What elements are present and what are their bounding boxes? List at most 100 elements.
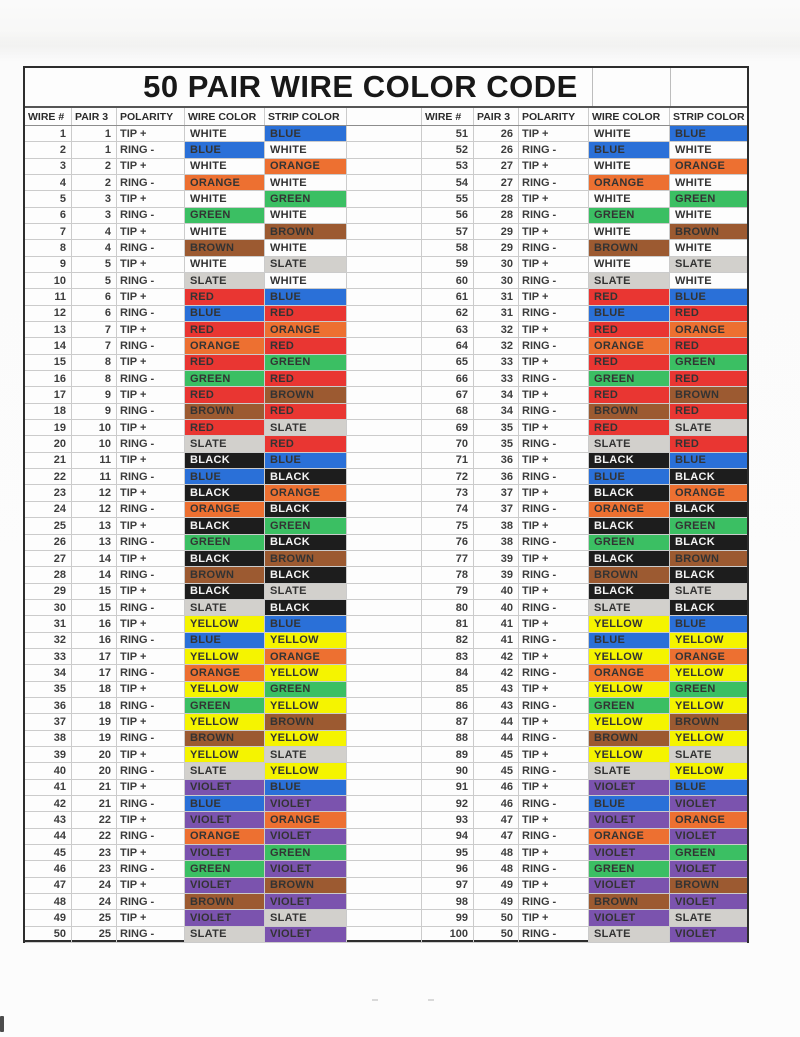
wire-color-code-table: 50 PAIR WIRE COLOR CODE WIRE # PAIR 3 PO… [23, 66, 749, 943]
wire-number-cell: 63 [422, 322, 474, 339]
wire-color-cell: BLUE [589, 305, 670, 323]
gap-cell [347, 697, 422, 715]
gap-cell [347, 779, 422, 796]
polarity-cell: RING - [519, 469, 589, 486]
polarity-cell: TIP + [117, 354, 185, 372]
polarity-cell: TIP + [519, 910, 589, 927]
gap-cell [347, 207, 422, 225]
strip-color-cell: VIOLET [265, 893, 347, 911]
right-header-strip-color: STRIP COLOR [673, 110, 745, 123]
pair-number-cell: 9 [72, 403, 117, 421]
pair-number-cell: 3 [72, 191, 117, 208]
strip-color-cell: ORANGE [265, 648, 347, 666]
wire-color-cell: GREEN [589, 534, 670, 551]
wire-color-cell: BROWN [185, 730, 265, 747]
strip-color-cell: VIOLET [670, 893, 747, 911]
wire-number-cell: 78 [422, 567, 474, 584]
pair-number-cell: 41 [474, 632, 519, 649]
wire-color-cell: SLATE [589, 436, 670, 453]
strip-color-cell: RED [670, 436, 747, 453]
strip-color-cell: BLUE [265, 126, 347, 143]
polarity-cell: TIP + [519, 746, 589, 764]
strip-color-cell: WHITE [265, 175, 347, 192]
polarity-cell: RING - [117, 501, 185, 519]
polarity-cell: RING - [519, 795, 589, 813]
pair-number-cell: 29 [474, 240, 519, 257]
pair-number-cell: 46 [474, 779, 519, 796]
strip-color-cell: BROWN [265, 877, 347, 894]
gap-cell [347, 256, 422, 274]
wire-number-cell: 99 [422, 910, 474, 927]
strip-color-cell: SLATE [670, 910, 747, 927]
gap-cell [347, 240, 422, 257]
pair-number-cell: 28 [474, 207, 519, 225]
pair-number-cell: 13 [72, 534, 117, 551]
pair-number-cell: 22 [72, 812, 117, 829]
strip-color-cell: GREEN [265, 191, 347, 208]
wire-number-cell: 74 [422, 501, 474, 519]
wire-color-cell: BLACK [185, 518, 265, 535]
polarity-cell: TIP + [117, 550, 185, 568]
pair-number-cell: 6 [72, 289, 117, 306]
wire-number-cell: 86 [422, 697, 474, 715]
wire-number-cell: 61 [422, 289, 474, 306]
strip-color-cell: WHITE [265, 273, 347, 290]
wire-color-cell: RED [185, 289, 265, 306]
strip-color-cell: ORANGE [670, 485, 747, 502]
strip-color-cell: YELLOW [265, 730, 347, 747]
wire-number-cell: 85 [422, 681, 474, 698]
wire-number-cell: 94 [422, 828, 474, 845]
right-header-pair-number: PAIR 3 [474, 108, 519, 125]
polarity-cell: RING - [117, 795, 185, 813]
polarity-cell: RING - [519, 142, 589, 159]
pair-number-cell: 40 [474, 583, 519, 600]
wire-number-cell: 29 [25, 583, 72, 600]
wire-color-cell: BLACK [589, 518, 670, 535]
polarity-cell: RING - [117, 730, 185, 747]
gap-cell [347, 567, 422, 584]
gap-cell [347, 436, 422, 453]
strip-color-cell: WHITE [670, 175, 747, 192]
strip-color-cell: BROWN [265, 224, 347, 241]
pair-number-cell: 18 [72, 681, 117, 698]
polarity-cell: TIP + [117, 289, 185, 306]
polarity-cell: TIP + [117, 877, 185, 894]
wire-number-cell: 30 [25, 599, 72, 617]
pair-number-cell: 7 [72, 322, 117, 339]
strip-color-cell: BLACK [670, 567, 747, 584]
wire-color-cell: ORANGE [185, 175, 265, 192]
polarity-cell: RING - [117, 632, 185, 649]
polarity-cell: TIP + [117, 616, 185, 633]
strip-color-cell: ORANGE [265, 812, 347, 829]
wire-color-cell: RED [589, 322, 670, 339]
gap-cell [347, 289, 422, 306]
wire-color-cell: BROWN [589, 893, 670, 911]
gap-cell [347, 632, 422, 649]
wire-number-cell: 48 [25, 893, 72, 911]
wire-color-cell: GREEN [589, 697, 670, 715]
wire-number-cell: 75 [422, 518, 474, 535]
polarity-cell: TIP + [117, 452, 185, 470]
strip-color-cell: BLACK [265, 501, 347, 519]
wire-color-cell: RED [185, 322, 265, 339]
polarity-cell: RING - [519, 567, 589, 584]
polarity-cell: RING - [117, 273, 185, 290]
pair-number-cell: 37 [474, 501, 519, 519]
polarity-cell: RING - [519, 371, 589, 388]
wire-color-cell: GREEN [185, 207, 265, 225]
polarity-cell: TIP + [519, 354, 589, 372]
pair-number-cell: 2 [72, 158, 117, 176]
wire-number-cell: 46 [25, 861, 72, 878]
pair-number-cell: 32 [474, 338, 519, 355]
polarity-cell: TIP + [117, 812, 185, 829]
wire-number-cell: 1 [25, 126, 72, 143]
wire-number-cell: 22 [25, 469, 72, 486]
wire-color-cell: BLACK [589, 583, 670, 600]
pair-number-cell: 1 [72, 126, 117, 143]
polarity-cell: TIP + [519, 158, 589, 176]
wire-number-cell: 84 [422, 665, 474, 682]
wire-number-cell: 88 [422, 730, 474, 747]
strip-color-cell: BLACK [265, 534, 347, 551]
wire-number-cell: 97 [422, 877, 474, 894]
